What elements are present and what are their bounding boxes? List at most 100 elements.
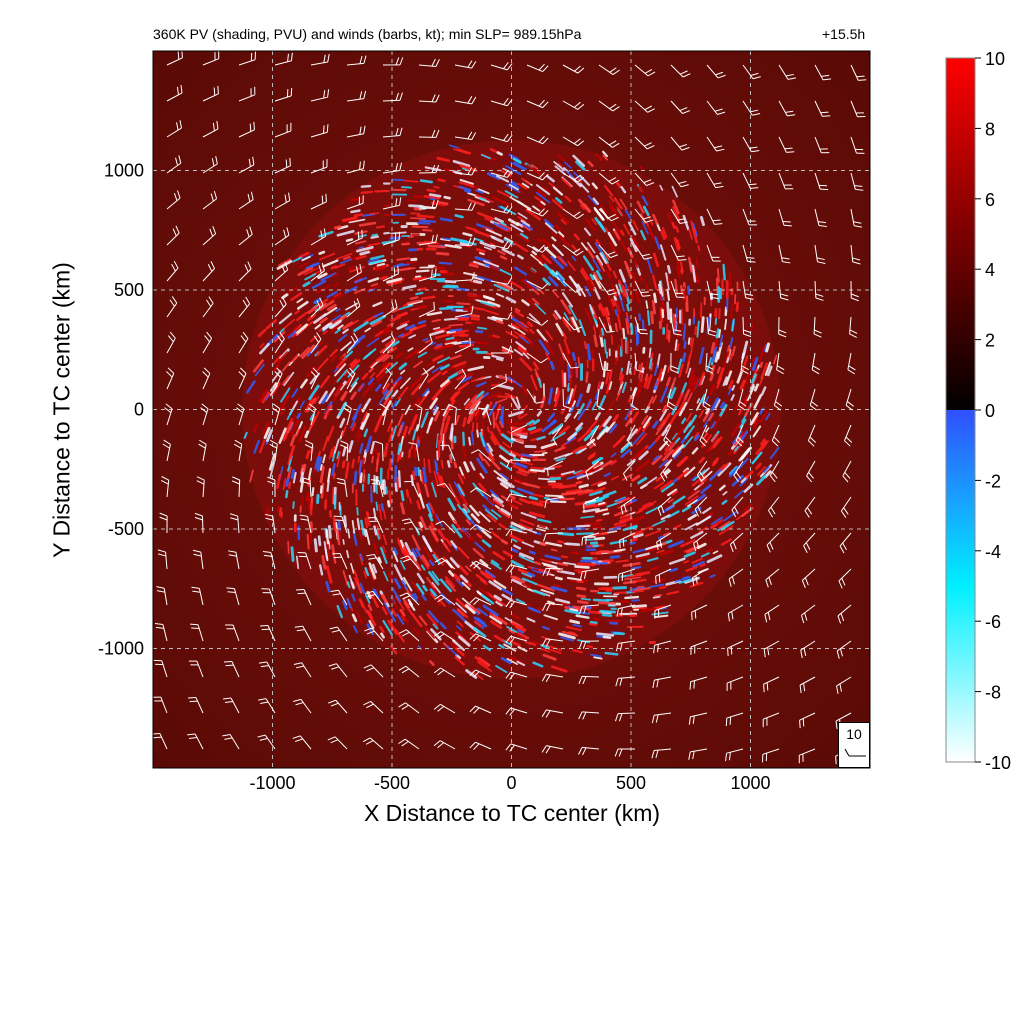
wind-barb (202, 296, 214, 318)
pv-streak (558, 632, 576, 640)
pv-streak (584, 605, 593, 609)
pv-streak (457, 503, 462, 510)
pv-streak (342, 328, 349, 334)
pv-streak (488, 580, 503, 591)
wind-barb (562, 136, 585, 147)
pv-streak (594, 242, 604, 255)
wind-barb (541, 673, 564, 683)
pv-streak (243, 431, 248, 439)
wind-barb (202, 331, 213, 354)
pv-streak (593, 334, 598, 348)
pv-streak (476, 607, 488, 617)
pv-streak (341, 460, 346, 469)
pv-streak (769, 446, 780, 459)
pv-streak (259, 439, 266, 454)
wind-barb (269, 439, 278, 462)
wind-barb (398, 738, 420, 750)
pv-streak (380, 632, 385, 639)
pv-streak (595, 254, 604, 266)
wind-barb (363, 700, 384, 714)
pv-streak (396, 323, 408, 330)
pv-streak (518, 344, 527, 353)
pv-streak (735, 301, 739, 312)
pv-streak (386, 277, 403, 284)
pv-streak (301, 255, 311, 262)
pv-streak (685, 412, 693, 422)
pv-streak (444, 284, 459, 288)
pv-disc (242, 140, 781, 679)
wind-barb (202, 367, 211, 390)
pv-streak (529, 427, 543, 435)
pv-streak (394, 482, 398, 493)
pv-streak (559, 602, 569, 607)
wind-barb (418, 58, 440, 67)
pv-streak (673, 524, 682, 530)
pv-streak (438, 261, 453, 265)
wind-barb (370, 479, 384, 498)
pv-streak (577, 356, 581, 369)
pv-streak (652, 519, 666, 527)
pv-streak (664, 458, 673, 467)
pv-streak (432, 354, 444, 362)
pv-streak (544, 219, 555, 228)
pv-streak (388, 346, 398, 354)
pv-streak (432, 623, 439, 630)
pv-streak (478, 511, 491, 523)
pv-streak (522, 352, 530, 360)
wind-barb (330, 589, 348, 606)
wind-barb (198, 439, 207, 462)
wind-barb (688, 748, 708, 760)
pv-streak (638, 450, 649, 461)
wind-barb (490, 169, 513, 178)
wind-barb (742, 316, 752, 338)
pv-streak (620, 518, 633, 524)
pv-streak (625, 317, 630, 335)
pv-streak (452, 159, 471, 168)
wind-barb (293, 662, 312, 678)
wind-barb (769, 460, 780, 483)
pv-streak (517, 212, 528, 220)
wind-barb (292, 735, 312, 750)
pv-streak (391, 608, 398, 617)
pv-streak (760, 362, 768, 379)
pv-streak (489, 264, 501, 271)
wind-barb (652, 676, 672, 689)
pv-streak (383, 602, 391, 613)
pv-streak (347, 528, 351, 539)
pv-streak (648, 347, 652, 358)
wind-barb (814, 280, 824, 301)
pv-streak (353, 213, 364, 217)
pv-streak (513, 330, 524, 338)
wind-barb (631, 388, 639, 411)
pv-streak (624, 521, 640, 528)
pv-streak (552, 313, 559, 321)
pv-streak (543, 246, 557, 259)
colorbar-tick-label: 6 (985, 190, 995, 210)
pv-streak (542, 653, 557, 661)
pv-streak (367, 603, 373, 612)
pv-streak (431, 482, 438, 498)
pv-streak (469, 461, 476, 471)
pv-streak (439, 578, 453, 593)
pv-streak (335, 308, 341, 312)
pv-streak (387, 619, 399, 636)
wind-barb (418, 334, 433, 354)
pv-streak (687, 367, 692, 378)
pv-streak (439, 380, 452, 392)
pv-streak (482, 604, 499, 617)
pv-streak (542, 467, 555, 471)
pv-streak (326, 410, 331, 417)
pv-streak (436, 471, 443, 487)
pv-streak (375, 225, 386, 229)
wind-barb (505, 564, 528, 573)
pv-streak (603, 472, 611, 478)
pv-streak (421, 365, 435, 376)
pv-streak (512, 157, 522, 164)
pv-streak (640, 607, 657, 613)
wind-barb (188, 660, 204, 678)
pv-streak (544, 494, 563, 498)
wind-barb (725, 712, 744, 727)
pv-streak (381, 544, 388, 559)
pv-streak (359, 250, 371, 256)
pv-streak (474, 541, 486, 552)
